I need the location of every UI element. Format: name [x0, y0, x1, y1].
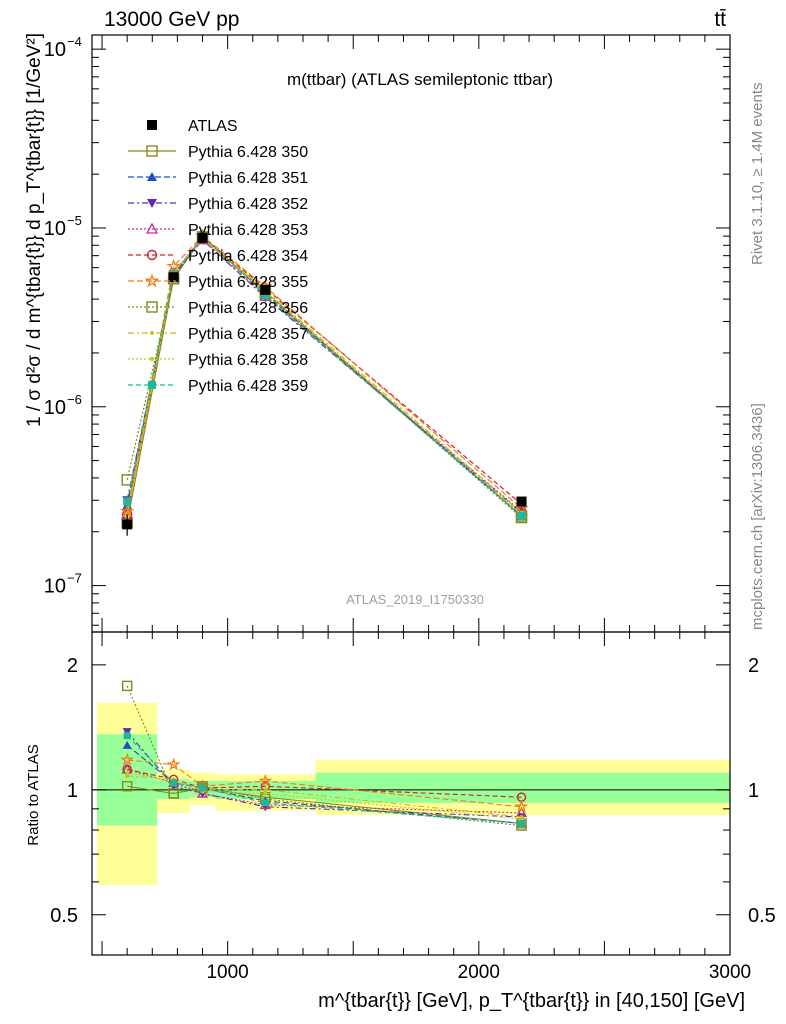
ratio-axis-title: Ratio to ATLAS [25, 744, 42, 845]
series-line [126, 236, 522, 523]
ratio-y-tick-label: 1 [67, 780, 78, 802]
data-marker [122, 519, 133, 530]
series-line [126, 235, 522, 512]
series-line [126, 237, 522, 517]
ratio-y-tick-label-right: 1 [748, 780, 759, 802]
y-tick-exponent: −6 [67, 392, 82, 407]
series-marker [170, 779, 178, 787]
legend-label: Pythia 6.428 359 [188, 378, 308, 395]
series-marker [147, 199, 157, 208]
data-marker [260, 284, 271, 295]
data-marker [168, 272, 179, 283]
series-line [126, 236, 522, 515]
legend-label: Pythia 6.428 354 [188, 248, 308, 265]
series-line [126, 237, 522, 518]
series-marker [119, 503, 135, 518]
ratio-y-tick-label: 2 [67, 655, 78, 677]
series-marker [196, 787, 209, 798]
series-marker [144, 273, 160, 288]
legend-label: Pythia 6.428 351 [188, 170, 308, 187]
series-marker [121, 680, 133, 692]
series-marker [123, 497, 132, 506]
series-marker [125, 773, 130, 778]
uncertainty-band-inner [315, 772, 730, 803]
series-line [126, 238, 522, 515]
series-marker [514, 799, 529, 813]
ratio-frame [91, 631, 731, 956]
series-marker [263, 791, 268, 796]
series-marker [168, 788, 179, 799]
series-marker [148, 381, 156, 389]
series-marker [147, 172, 157, 181]
series-marker [261, 291, 270, 300]
site-label: mcplots.cern.ch [arXiv:1306.3436] [749, 403, 766, 630]
ratio-y-tick-label-right: 2 [748, 655, 759, 677]
series-marker [121, 781, 133, 792]
uncertainty-band-inner [97, 734, 158, 826]
series-marker [258, 773, 273, 787]
y-axis-title: 1 / σ d²σ / d m^{tbar{t}} d p_T^{tbar{t}… [24, 33, 45, 427]
x-axis-title: m^{tbar{t}} [GeV], p_T^{tbar{t}} in [40,… [318, 990, 745, 1012]
legend-label: Pythia 6.428 356 [188, 300, 308, 317]
y-tick-exponent: −7 [67, 571, 82, 586]
series-marker [121, 474, 133, 486]
series-marker [120, 752, 135, 766]
ratio-y-tick-label-right: 0.5 [748, 905, 776, 927]
beam-label: 13000 GeV pp [104, 8, 239, 31]
process-label: tt̄ [714, 8, 726, 31]
legend-label: Pythia 6.428 352 [188, 196, 308, 213]
series-line [126, 236, 522, 517]
x-tick-label: 1000 [206, 962, 248, 983]
y-tick-exponent: −5 [67, 213, 82, 228]
series-marker [146, 301, 158, 313]
legend-label: Pythia 6.428 357 [188, 326, 308, 343]
series-line [126, 236, 522, 519]
rivet-label: Rivet 3.1.10, ≥ 1.4M events [749, 83, 766, 266]
series-line [126, 236, 522, 517]
series-marker [146, 145, 158, 157]
ratio-y-tick-label: 0.5 [50, 905, 78, 927]
legend-label: Pythia 6.428 358 [188, 352, 308, 369]
chart-title: m(ttbar) (ATLAS semileptonic ttbar) [287, 70, 553, 89]
watermark: ATLAS_2019_I1750330 [346, 592, 484, 607]
y-tick-label: 10 [44, 39, 66, 61]
data-marker [147, 120, 157, 130]
data-marker [516, 496, 527, 507]
legend-label-atlas: ATLAS [188, 118, 238, 135]
legend-label: Pythia 6.428 353 [188, 222, 308, 239]
ratio-line [127, 768, 522, 798]
series-marker [122, 728, 132, 737]
series-marker [123, 732, 131, 740]
series-marker [166, 258, 182, 273]
legend-label: Pythia 6.428 355 [188, 274, 308, 291]
series-marker [517, 511, 526, 520]
series-marker [263, 787, 268, 792]
series-marker [150, 331, 154, 335]
series-marker [125, 770, 130, 775]
ratio-line [127, 775, 522, 818]
series-marker [199, 784, 207, 792]
ratio-line [126, 735, 522, 824]
series-marker [145, 222, 159, 234]
series-marker [150, 357, 154, 361]
series-marker [146, 249, 158, 261]
x-tick-label: 3000 [709, 962, 751, 983]
y-tick-label: 10 [44, 576, 66, 598]
x-tick-label: 2000 [458, 962, 500, 983]
series-marker [166, 757, 181, 771]
ratio-panel: 1000 2000 3000 0.5 0.5 1 1 2 2 [50, 631, 776, 983]
y-tick-label: 10 [44, 218, 66, 240]
legend-label: Pythia 6.428 350 [188, 144, 308, 161]
ratio-line [126, 685, 522, 827]
series-marker [122, 740, 132, 749]
series-marker [261, 799, 269, 807]
series-line [126, 238, 522, 514]
data-marker [197, 232, 208, 243]
series-marker [514, 500, 529, 515]
y-tick-exponent: −4 [67, 34, 82, 49]
y-tick-label: 10 [44, 397, 66, 419]
series-marker [518, 819, 526, 827]
